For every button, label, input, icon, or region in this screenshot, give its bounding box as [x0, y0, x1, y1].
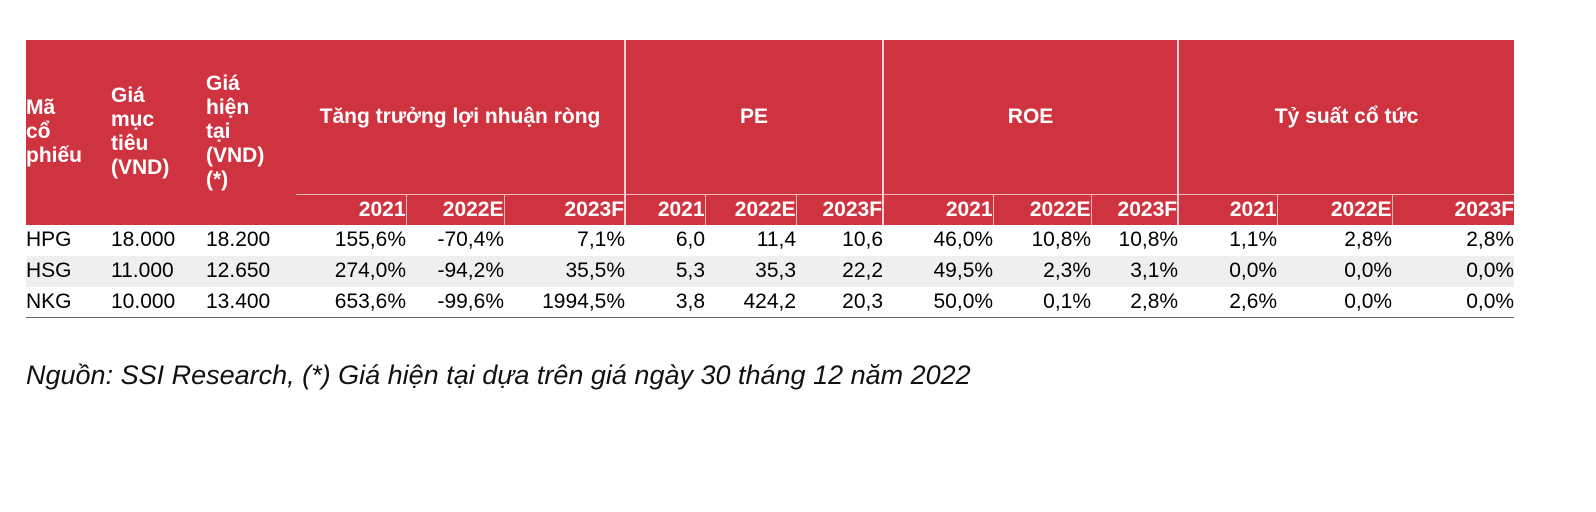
year-header: 2023F: [503, 193, 626, 225]
year-header: 2021: [296, 193, 406, 225]
table-cell: 3,1%: [1091, 255, 1179, 287]
source-note: Nguồn: SSI Research, (*) Giá hiện tại dự…: [26, 360, 971, 390]
col-header-code: Mã cổ phiếu: [26, 40, 111, 225]
table-cell: 2,8%: [1466, 228, 1515, 251]
table-cell: 2,6%: [1178, 286, 1278, 318]
year-header: 2023F: [1391, 193, 1515, 225]
group-header-pe: PE: [624, 40, 884, 194]
table-cell: 5,3: [625, 255, 706, 287]
table-cell: 424,2: [705, 286, 797, 318]
table-cell: 35,3: [705, 255, 797, 287]
table-cell: -70,4%: [437, 228, 504, 251]
year-header: 2022E: [405, 193, 504, 225]
group-header-dividend-yield: Tỷ suất cổ tức: [1177, 40, 1515, 194]
ticker-cell: HSG: [26, 255, 111, 287]
table-cell: 18.200: [206, 228, 271, 251]
year-header: 2021: [1177, 193, 1278, 225]
table-header: Mã cổ phiếu Giá mục tiêu (VND) Giá hiện …: [26, 40, 1515, 225]
table-cell: 10.000: [111, 286, 206, 318]
year-header: 2023F: [795, 193, 884, 225]
table-cell: 0,0%: [1392, 255, 1515, 287]
ticker-cell: HPG: [26, 228, 72, 251]
table-cell: -94,2%: [406, 255, 504, 287]
table-cell: 0,0%: [1178, 255, 1278, 287]
table-cell: 13.400: [206, 286, 296, 318]
year-header: 2022E: [992, 193, 1092, 225]
year-header: 2022E: [1276, 193, 1393, 225]
table-cell: 20,3: [796, 286, 884, 318]
year-header: 2021: [624, 193, 706, 225]
col-header-current-price: Giá hiện tại (VND) (*): [206, 40, 296, 225]
table-cell: 46,0%: [933, 228, 994, 251]
valuation-table: Mã cổ phiếu Giá mục tiêu (VND) Giá hiện …: [26, 40, 1515, 318]
group-header-roe: ROE: [882, 40, 1179, 194]
table-cell: 10,8%: [1118, 228, 1179, 251]
table-cell: 7,1%: [577, 228, 626, 251]
table-cell: 274,0%: [296, 255, 406, 287]
table-cell: 11,4: [756, 228, 797, 251]
table-cell: 0,0%: [1277, 286, 1393, 318]
table-body: HPG 18.000 18.200 155,6% -70,4% 7,1% 6,0 11,4 10…: [26, 225, 1515, 318]
table-cell: 22,2: [796, 255, 884, 287]
table-cell: 12.650: [206, 255, 296, 287]
table-cell: 2,8%: [1344, 228, 1393, 251]
table-cell: 35,5%: [504, 255, 626, 287]
table-cell: 155,6%: [334, 228, 406, 251]
table-cell: 0,0%: [1277, 255, 1393, 287]
group-header-profit-growth: Tăng trưởng lợi nhuận ròng: [296, 40, 626, 194]
table-cell: 18.000: [111, 228, 176, 251]
table-cell: 0,0%: [1392, 286, 1515, 318]
table-cell: 10,8%: [1031, 228, 1092, 251]
table-row: NKG 10.000 13.400 653,6% -99,6% 1994,5% 3,8 424…: [26, 286, 1515, 318]
table-row: HSG 11.000 12.650 274,0% -94,2% 35,5% 5,3 35,3 2…: [26, 255, 1515, 287]
table-cell: 11.000: [111, 255, 206, 287]
table-cell: 1994,5%: [504, 286, 626, 318]
table-cell: 6,0: [675, 228, 706, 251]
table-cell: 2,3%: [993, 255, 1092, 287]
year-header: 2023F: [1090, 193, 1179, 225]
table-cell: 3,8: [625, 286, 706, 318]
table-cell: 653,6%: [296, 286, 406, 318]
year-header: 2022E: [704, 193, 797, 225]
table-cell: 2,8%: [1091, 286, 1179, 318]
table-row: HPG 18.000 18.200 155,6% -70,4% 7,1% 6,0 11,4 10…: [26, 225, 1514, 256]
table-cell: -99,6%: [406, 286, 504, 318]
table-cell: 50,0%: [883, 286, 994, 318]
col-header-target-price: Giá mục tiêu (VND): [111, 40, 206, 225]
ticker-cell: NKG: [26, 286, 111, 318]
table-cell: 0,1%: [993, 286, 1092, 318]
table-cell: 10,6: [842, 228, 884, 251]
year-header: 2021: [882, 193, 994, 225]
table-cell: 49,5%: [883, 255, 994, 287]
table-cell: 1,1%: [1229, 228, 1278, 251]
